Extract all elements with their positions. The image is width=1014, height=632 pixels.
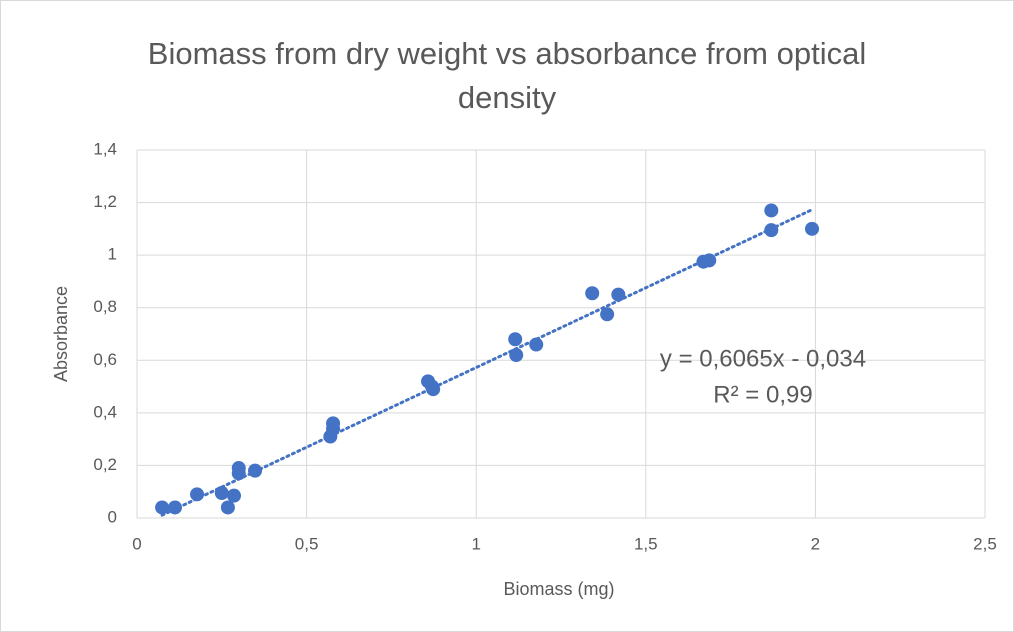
chart-title: Biomass from dry weight vs absorbance fr… [147,36,867,115]
x-tick-label: 1 [471,534,480,553]
point [426,382,441,397]
point [248,463,263,478]
point [190,487,205,502]
point [600,307,615,322]
y-tick-label: 0,4 [93,402,117,421]
point [805,221,820,236]
x-tick-label: 2,5 [973,534,997,553]
y-tick-label: 0,8 [93,297,117,316]
point [529,337,544,352]
x-tick-label: 1,5 [634,534,658,553]
y-axis-label: Absorbance [51,286,71,382]
x-tick-label: 2 [811,534,820,553]
trendline [160,208,814,517]
y-tick-label: 0,2 [93,455,117,474]
y-tick-label: 0 [108,507,117,526]
x-tick-label: 0 [132,534,141,553]
y-tick-label: 1,4 [93,139,117,158]
x-axis-label: Biomass (mg) [503,579,614,599]
point [509,348,524,363]
point [764,203,779,218]
point [508,332,523,347]
point [764,223,779,238]
point [227,488,242,503]
trendline-label: R² = 0,99 [713,381,812,408]
y-tick-label: 1,2 [93,192,117,211]
point [326,421,341,436]
point [155,500,170,515]
point [702,253,717,268]
trendline-label: y = 0,6065x - 0,034 [660,345,866,372]
point [220,500,235,515]
point [585,286,600,301]
point [231,466,246,481]
point [167,500,182,515]
y-tick-label: 1 [108,245,117,264]
x-tick-label: 0,5 [295,534,319,553]
point [611,287,626,302]
point [214,486,229,501]
y-tick-label: 0,6 [93,350,117,369]
